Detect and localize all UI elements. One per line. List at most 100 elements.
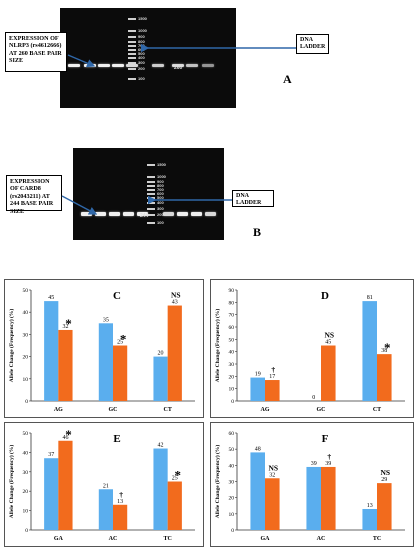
bar xyxy=(44,458,59,530)
ladder-band xyxy=(147,189,155,191)
ladder-band xyxy=(147,164,155,166)
ladder-band xyxy=(128,62,136,64)
y-axis-label: Allele Change (Frequency) (%) xyxy=(214,309,221,383)
bar xyxy=(153,448,168,530)
category-label: CT xyxy=(373,407,381,413)
y-tick-label: 50 xyxy=(229,337,235,343)
sample-band xyxy=(186,64,198,67)
sample-band xyxy=(177,212,188,216)
category-label: GC xyxy=(109,407,118,413)
bar xyxy=(58,440,73,530)
significance-mark: NS xyxy=(380,468,390,477)
significance-mark: † xyxy=(119,490,123,499)
category-label: AC xyxy=(317,536,326,542)
ladder-band xyxy=(128,68,136,70)
y-tick-label: 20 xyxy=(23,489,29,495)
gel-image-a: 1500 1000 900 800 700 600 500 400 300 200 100 260 xyxy=(60,8,236,108)
gel-a-band-size: 260 xyxy=(174,65,183,71)
sample-band xyxy=(112,64,124,67)
y-axis-label: Allele Change (Frequency) (%) xyxy=(8,445,15,519)
bar xyxy=(167,305,182,401)
data-label: 35 xyxy=(103,317,109,323)
ladder-band xyxy=(128,41,136,43)
category-label: GA xyxy=(54,536,64,542)
category-label: AC xyxy=(109,536,118,542)
ladder-band xyxy=(147,214,155,216)
ladder-band xyxy=(147,185,155,187)
data-label: 13 xyxy=(367,503,373,509)
gel-b-label-arrow xyxy=(61,195,98,215)
bar xyxy=(98,323,113,401)
ladder-tick-label: 900 xyxy=(157,179,164,184)
sample-band xyxy=(172,64,184,67)
y-tick-label: 0 xyxy=(231,528,234,534)
y-tick-label: 80 xyxy=(229,300,235,306)
data-label: 48 xyxy=(255,446,261,452)
category-label: GC xyxy=(317,407,326,413)
y-tick-label: 60 xyxy=(229,431,235,437)
ladder-band xyxy=(147,222,155,224)
bar xyxy=(306,466,321,530)
y-axis-label: Allele Change (Frequency) (%) xyxy=(214,445,221,519)
sample-band xyxy=(81,212,92,216)
bar xyxy=(98,489,113,530)
ladder-tick-label: 300 xyxy=(138,60,145,65)
ladder-tick-label: 900 xyxy=(138,34,145,39)
ladder-tick-label: 500 xyxy=(138,51,145,56)
data-label: 20 xyxy=(158,351,164,357)
gel-arrows xyxy=(61,43,296,215)
data-label: 25 xyxy=(172,476,178,482)
y-tick-label: 20 xyxy=(229,374,235,380)
bar xyxy=(265,478,280,530)
bar xyxy=(153,356,168,401)
ladder-band xyxy=(128,57,136,59)
bar xyxy=(113,504,128,530)
panel-letter: D xyxy=(321,290,329,302)
ladder-tick-label: 200 xyxy=(157,212,164,217)
data-label: 42 xyxy=(158,443,164,449)
category-label: AG xyxy=(261,407,270,413)
significance-mark: † xyxy=(327,452,331,461)
data-label: 81 xyxy=(367,295,373,301)
y-tick-label: 10 xyxy=(229,512,235,518)
data-label: 46 xyxy=(62,435,68,441)
y-tick-label: 0 xyxy=(25,399,28,405)
gel-a-ladder-label: DNA LADDER xyxy=(296,34,329,54)
data-label: 38 xyxy=(381,348,387,354)
data-label: 32 xyxy=(269,472,275,478)
significance-mark: NS xyxy=(268,463,278,472)
ladder-band xyxy=(147,193,155,195)
chart-e: Allele Change (Frequency) (%) 0 10 20 30 40 50… xyxy=(8,427,195,542)
panel-letter: C xyxy=(113,290,121,302)
ladder-band xyxy=(128,18,136,20)
bar xyxy=(265,380,280,401)
gel-b-band-size: 244 xyxy=(140,213,149,219)
y-tick-label: 40 xyxy=(23,310,29,316)
category-label: GA xyxy=(261,536,271,542)
gel-b-ladder-label: DNA LADDER xyxy=(232,190,274,207)
sample-band xyxy=(95,212,106,216)
sample-band xyxy=(205,212,216,216)
chart-c: Allele Change (Frequency) (%) 0 10 20 30 40 50… xyxy=(8,288,195,413)
bar xyxy=(250,452,265,530)
y-tick-label: 40 xyxy=(23,450,29,456)
y-tick-label: 10 xyxy=(23,509,29,515)
ladder-tick-label: 600 xyxy=(157,191,164,196)
significance-mark: * xyxy=(384,340,391,355)
sample-band xyxy=(152,64,164,67)
data-label: 0 xyxy=(312,395,315,401)
data-label: 43 xyxy=(172,300,178,306)
ladder-band xyxy=(128,30,136,32)
y-tick-label: 20 xyxy=(229,496,235,502)
sample-band xyxy=(137,212,148,216)
sample-band xyxy=(98,64,110,67)
y-tick-label: 10 xyxy=(229,387,235,393)
data-label: 39 xyxy=(325,461,331,467)
data-label: 17 xyxy=(269,374,275,380)
bar xyxy=(167,481,182,530)
bar xyxy=(362,301,377,401)
ladder-tick-label: 400 xyxy=(157,200,164,205)
sample-band xyxy=(123,212,134,216)
y-tick-label: 40 xyxy=(229,463,235,469)
y-axis-label: Allele Change (Frequency) (%) xyxy=(8,309,15,383)
